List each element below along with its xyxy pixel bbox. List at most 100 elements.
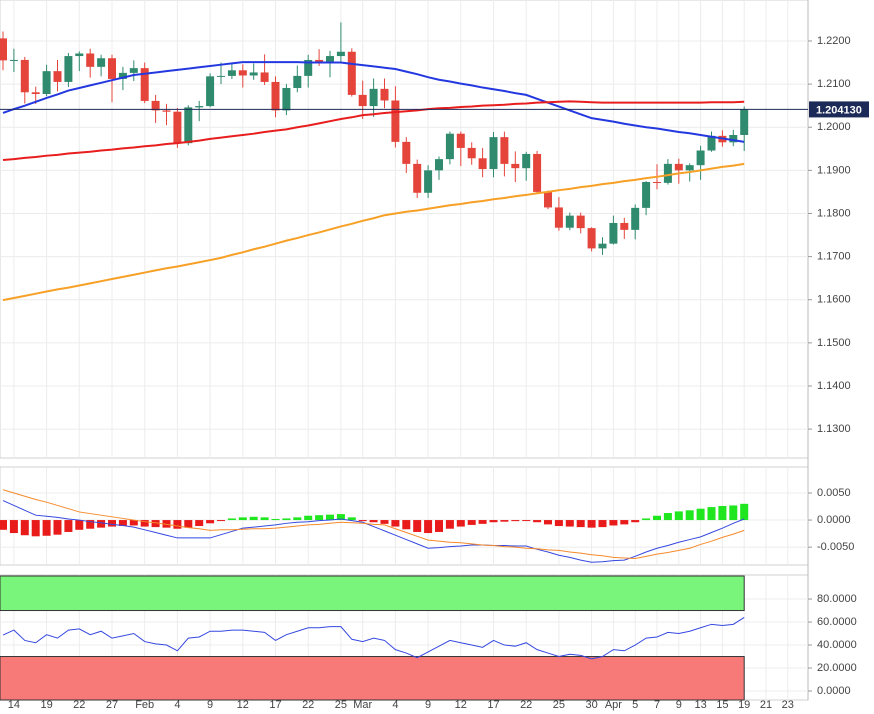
histogram-bar	[75, 520, 84, 530]
y-tick-label: 1.2100	[817, 78, 851, 90]
histogram-bar	[86, 520, 95, 529]
candle-body	[118, 72, 127, 79]
histogram-bar	[162, 520, 171, 528]
candle-body	[326, 56, 334, 63]
candle-body	[631, 207, 640, 230]
indicator-line	[2, 162, 745, 302]
histogram-bar	[227, 518, 236, 521]
candle-body	[304, 59, 313, 76]
last-price-box	[809, 101, 869, 118]
histogram-bar	[31, 520, 40, 537]
indicator-line	[2, 617, 745, 660]
candle-body	[674, 163, 683, 171]
histogram-bar	[424, 520, 433, 534]
y-tick-label: 0.0000	[817, 514, 851, 526]
candle-body	[53, 71, 62, 82]
x-tick-label: 9	[207, 699, 213, 711]
histogram-bar	[445, 520, 454, 529]
y-tick-label: 80.0000	[817, 593, 857, 605]
histogram-bar	[587, 520, 596, 528]
candle-body	[576, 215, 585, 229]
histogram-bar	[184, 520, 193, 528]
histogram-bar	[238, 517, 247, 521]
candle-body	[707, 135, 716, 151]
histogram-bar	[195, 520, 204, 527]
histogram-bar	[511, 520, 520, 522]
candle-body	[173, 111, 182, 144]
candle-body	[358, 94, 367, 107]
candle-body	[467, 147, 476, 159]
histogram-bar	[173, 520, 182, 529]
candle-body	[511, 163, 520, 169]
x-tick-label: 23	[782, 699, 794, 711]
x-tick-label: 25	[335, 699, 347, 711]
histogram-bar	[489, 520, 498, 523]
histogram-bar	[53, 520, 62, 535]
candle-body	[238, 70, 247, 76]
x-tick-label: 9	[676, 699, 682, 711]
candle-body	[533, 153, 542, 192]
histogram-bar	[326, 514, 334, 521]
y-tick-label: 1.1600	[817, 294, 851, 306]
histogram-bar	[653, 515, 661, 521]
candle-body	[140, 68, 149, 101]
candle-body	[424, 170, 433, 193]
candle-body	[696, 150, 705, 166]
candle-body	[195, 106, 204, 108]
y-tick-label: 1.1300	[817, 423, 851, 435]
histogram-bar	[108, 520, 116, 527]
histogram-bar	[533, 520, 542, 523]
x-tick-label: 15	[716, 699, 728, 711]
x-tick-label: Feb	[135, 699, 154, 711]
histogram-bar	[642, 518, 651, 521]
candle-body	[500, 137, 509, 164]
indicator-line	[2, 100, 745, 161]
histogram-bar	[456, 520, 465, 527]
candle-body	[369, 88, 378, 107]
candle-body	[445, 133, 454, 160]
histogram-bar	[217, 520, 225, 522]
candle-body	[663, 163, 672, 183]
candle-body	[75, 53, 84, 57]
y-tick-label: 1.2200	[817, 35, 851, 47]
histogram-bar	[315, 515, 324, 521]
candle-body	[64, 56, 73, 82]
histogram-bar	[271, 518, 280, 521]
candle-body	[315, 59, 324, 63]
candle-body	[598, 243, 607, 249]
candle-body	[740, 109, 749, 135]
histogram-bar	[696, 508, 705, 521]
x-tick-label: 21	[760, 699, 772, 711]
histogram-bar	[435, 520, 443, 532]
histogram-bar	[402, 520, 411, 530]
histogram-bar	[565, 520, 574, 527]
histogram-bar	[522, 520, 531, 522]
histogram-bar	[97, 520, 106, 528]
candle-body	[456, 133, 465, 148]
candle-body	[271, 81, 280, 111]
x-tick-label: 19	[40, 699, 52, 711]
last-price-label: 1.204130	[816, 104, 862, 116]
histogram-bar	[576, 520, 585, 528]
candle-body	[97, 58, 106, 67]
histogram-bar	[20, 520, 29, 536]
candle-body	[489, 137, 498, 170]
candle-body	[282, 87, 291, 111]
candle-body	[108, 58, 116, 79]
candle-body	[435, 159, 443, 171]
y-tick-label: 1.1800	[817, 207, 851, 219]
x-tick-label: 22	[302, 699, 314, 711]
candle-body	[9, 59, 18, 61]
histogram-bar	[620, 520, 629, 525]
candle-body	[260, 72, 269, 82]
x-tick-label: 17	[487, 699, 499, 711]
overbought-zone	[0, 575, 745, 612]
x-tick-label: 12	[237, 699, 249, 711]
candle-body	[86, 53, 95, 67]
candle-body	[336, 51, 345, 57]
candle-body	[653, 181, 661, 183]
candle-body	[729, 134, 738, 143]
x-tick-label: 22	[520, 699, 532, 711]
